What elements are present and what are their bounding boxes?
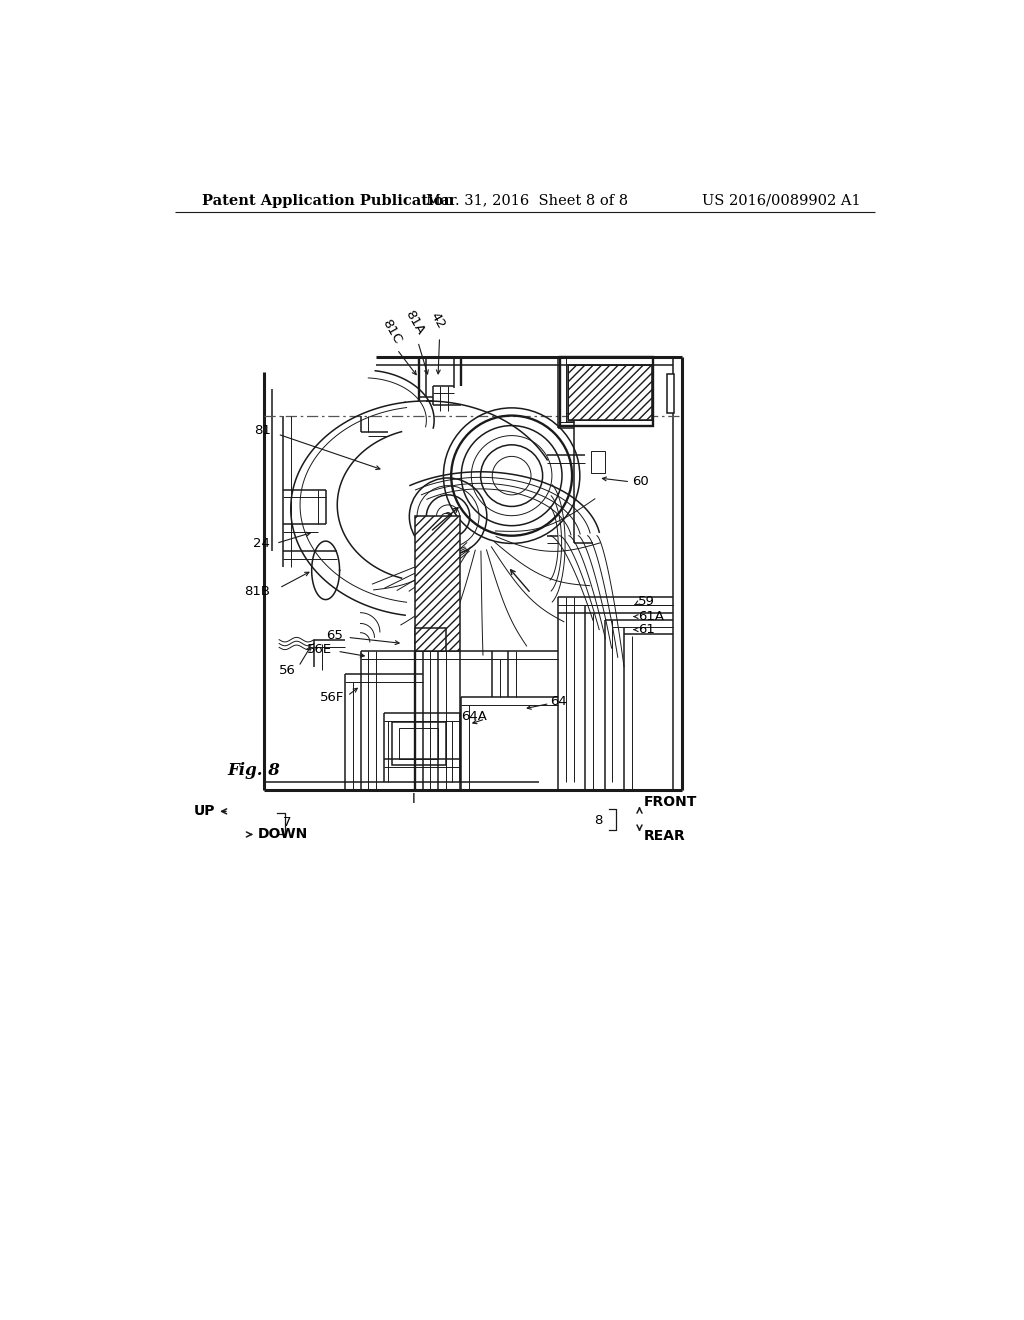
Text: 42: 42 bbox=[428, 310, 447, 330]
Text: 8: 8 bbox=[594, 814, 602, 828]
Text: Mar. 31, 2016  Sheet 8 of 8: Mar. 31, 2016 Sheet 8 of 8 bbox=[426, 194, 629, 207]
Text: 61: 61 bbox=[638, 623, 654, 636]
Text: 7: 7 bbox=[283, 816, 292, 829]
Text: 65: 65 bbox=[327, 630, 343, 643]
Circle shape bbox=[441, 513, 451, 523]
Bar bbox=[391, 722, 445, 766]
Bar bbox=[568, 364, 652, 420]
Text: US 2016/0089902 A1: US 2016/0089902 A1 bbox=[701, 194, 860, 207]
Bar bbox=[415, 516, 460, 651]
Text: UP: UP bbox=[194, 804, 215, 818]
Text: 81C: 81C bbox=[379, 317, 403, 346]
Bar bbox=[667, 374, 675, 412]
Text: Fig. 8: Fig. 8 bbox=[227, 762, 281, 779]
Text: REAR: REAR bbox=[643, 829, 685, 843]
Text: Patent Application Publication: Patent Application Publication bbox=[202, 194, 454, 207]
Bar bbox=[399, 729, 438, 759]
Text: 64A: 64A bbox=[461, 710, 486, 723]
Text: 60: 60 bbox=[632, 475, 648, 488]
Text: 59: 59 bbox=[638, 594, 654, 607]
Text: 64: 64 bbox=[550, 694, 567, 708]
Bar bbox=[592, 451, 605, 473]
Bar bbox=[415, 628, 445, 651]
Text: l: l bbox=[412, 792, 415, 805]
Text: 24: 24 bbox=[253, 537, 270, 550]
Text: 81: 81 bbox=[255, 424, 271, 437]
Text: 56F: 56F bbox=[319, 690, 344, 704]
Circle shape bbox=[444, 512, 452, 520]
Text: 56: 56 bbox=[279, 664, 295, 677]
Text: 81A: 81A bbox=[402, 308, 427, 337]
Text: DOWN: DOWN bbox=[258, 828, 308, 841]
Bar bbox=[568, 364, 652, 420]
Text: FRONT: FRONT bbox=[643, 795, 696, 809]
Text: 81B: 81B bbox=[244, 585, 270, 598]
Text: 56E: 56E bbox=[307, 643, 332, 656]
Text: 61A: 61A bbox=[638, 610, 664, 623]
Bar bbox=[560, 358, 653, 426]
